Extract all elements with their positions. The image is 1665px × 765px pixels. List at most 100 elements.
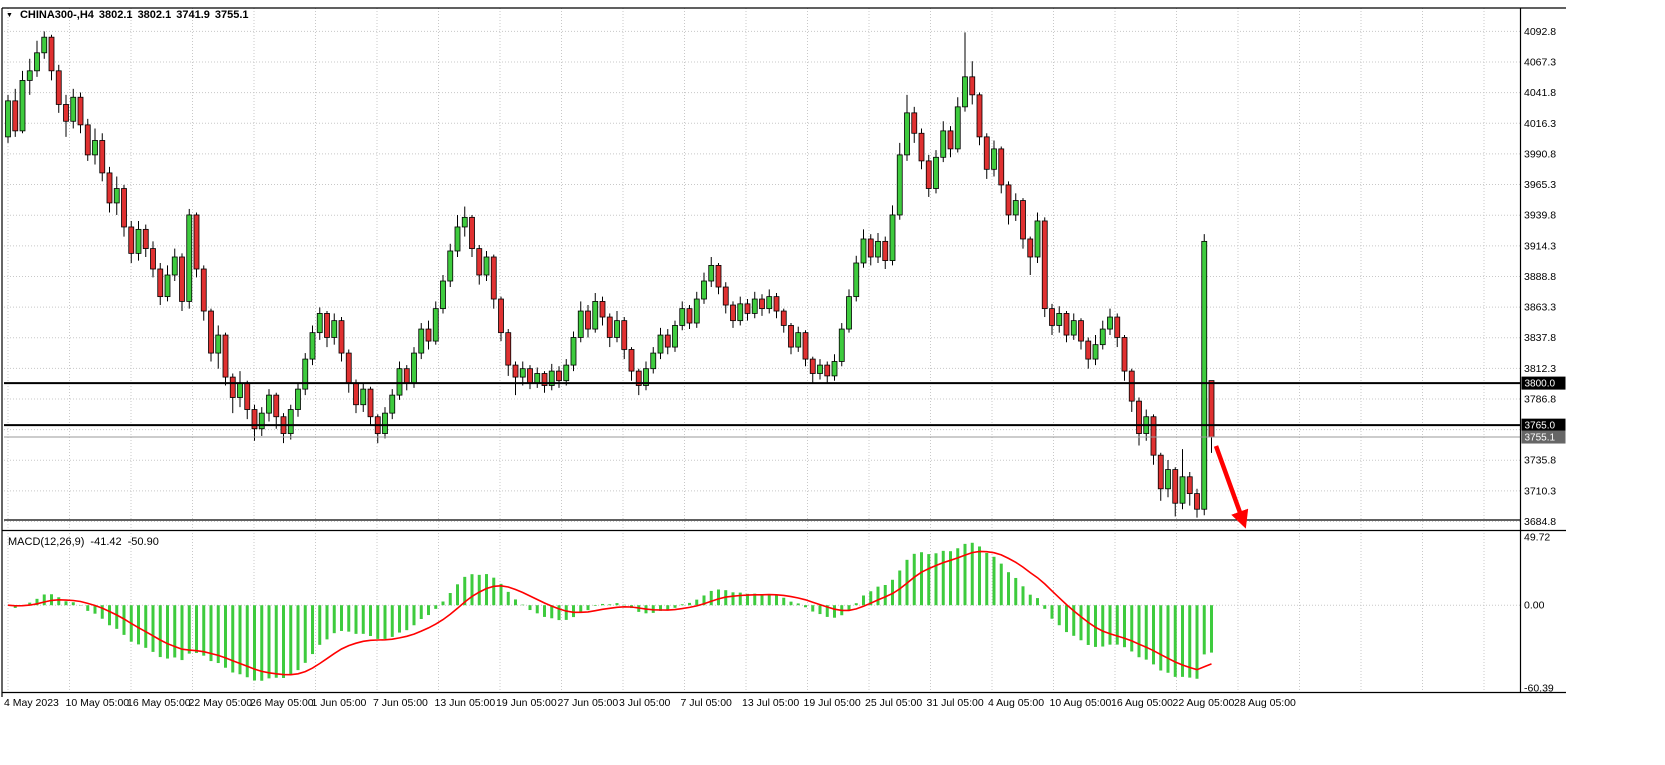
candle-body <box>1099 328 1106 346</box>
candle-body <box>1165 469 1171 490</box>
candle-body <box>1172 469 1179 504</box>
candle-body <box>722 286 729 306</box>
candle-body <box>875 240 881 258</box>
candle-body <box>273 394 280 418</box>
candle-body <box>1020 200 1026 240</box>
price-tag <box>1521 418 1566 432</box>
candle-body <box>766 296 773 310</box>
candle-body <box>440 280 446 310</box>
candle-body <box>331 320 338 338</box>
candle-body <box>1150 416 1157 456</box>
candle-body <box>1012 200 1019 216</box>
candle-body <box>991 148 997 170</box>
candle-body <box>425 328 432 342</box>
price-tag-label: 3765.0 <box>1525 421 1556 432</box>
macd-name: MACD(12,26,9) <box>8 536 85 548</box>
candle-body <box>614 320 620 338</box>
candle-body <box>1085 340 1092 360</box>
price-axis-label: 4092.8 <box>1524 26 1556 38</box>
candle-body <box>548 370 555 386</box>
candle-body <box>1186 476 1193 495</box>
macd-main-value: -41.42 <box>90 536 122 548</box>
candle-body <box>976 94 983 138</box>
candle-body <box>860 238 867 264</box>
axis-labels[interactable]: 4092.8 4067.3 4041.8 4016.3 3990.8 3965.3 3939… <box>4 26 1566 709</box>
candle-body <box>1128 370 1135 402</box>
candle-body <box>84 124 91 156</box>
candle-body <box>657 334 664 354</box>
price-tag <box>1521 430 1566 444</box>
candle-body <box>171 256 178 276</box>
quote-high: 3802.1 <box>137 9 172 21</box>
price-axis-label: 3837.8 <box>1524 332 1556 344</box>
candle-body <box>1157 454 1164 490</box>
time-axis-label: 26 May 05:00 <box>250 697 314 709</box>
candle-body <box>1194 493 1200 510</box>
candle-body <box>1092 344 1099 360</box>
candle-body <box>251 409 258 430</box>
candle-body <box>701 280 707 300</box>
candle-body <box>476 248 483 276</box>
candle-body <box>55 70 62 105</box>
candle-body <box>135 228 142 254</box>
candle-body <box>904 112 910 156</box>
candle-body <box>106 172 113 204</box>
quote-open: 3802.1 <box>98 9 133 21</box>
time-axis-label: 4 May 2023 <box>4 697 59 709</box>
candle-body <box>316 313 323 334</box>
candle-body <box>77 96 84 126</box>
candle-body <box>186 214 193 302</box>
time-axis-label: 7 Jul 05:00 <box>681 697 733 709</box>
candle-body <box>519 368 526 378</box>
candle-body <box>831 361 838 377</box>
candle-body <box>498 298 504 334</box>
symbol-dropdown-icon[interactable]: ▼ <box>6 11 13 19</box>
candle-body <box>730 304 736 322</box>
candle-body <box>309 332 316 360</box>
candle-body <box>577 310 584 338</box>
candle-body <box>940 130 947 158</box>
candle-body <box>353 382 359 406</box>
candle-body <box>867 238 874 258</box>
candle-body <box>41 36 48 54</box>
candle-body <box>773 296 780 312</box>
trend-arrow[interactable] <box>1213 445 1249 529</box>
macd-signal-line <box>7 550 1212 676</box>
quote-close: 3755.1 <box>214 9 249 21</box>
candle-body <box>34 52 40 72</box>
candle-body <box>403 368 410 384</box>
price-axis-label: 3812.3 <box>1524 363 1556 375</box>
candle-body <box>751 298 758 314</box>
candle-body <box>1078 320 1084 342</box>
candle-body <box>324 313 330 338</box>
candle-body <box>686 308 693 324</box>
time-axis-label: 10 May 05:00 <box>66 697 130 709</box>
candle-body <box>795 332 802 348</box>
candle-body <box>1005 184 1012 216</box>
price-axis-label: 3965.3 <box>1524 179 1556 191</box>
candle-body <box>215 334 222 354</box>
candle-body <box>70 96 77 122</box>
candle-body <box>788 325 794 348</box>
price-axis-label: 3914.3 <box>1524 240 1556 252</box>
candle-body <box>382 412 388 434</box>
symbol-quote-bar: ▼ CHINA300-,H4 3802.1 3802.1 3741.9 3755… <box>6 9 249 21</box>
quote-low: 3741.9 <box>176 9 210 21</box>
candle-body <box>128 226 135 254</box>
time-axis-label: 13 Jun 05:00 <box>435 697 496 709</box>
candle-body <box>287 409 294 434</box>
candle-body <box>1027 238 1034 258</box>
price-axis-label: 3710.3 <box>1524 485 1556 497</box>
price-axis-label: 3888.8 <box>1524 271 1556 283</box>
candle-body <box>447 250 454 282</box>
candle-body <box>911 112 918 134</box>
candle-body <box>512 364 519 378</box>
candle-body <box>708 264 715 282</box>
candle-body <box>258 412 265 430</box>
candle-body <box>345 352 352 384</box>
candle-body <box>237 382 243 398</box>
candle-body <box>142 228 149 249</box>
price-axis-label: 3735.8 <box>1524 455 1556 467</box>
